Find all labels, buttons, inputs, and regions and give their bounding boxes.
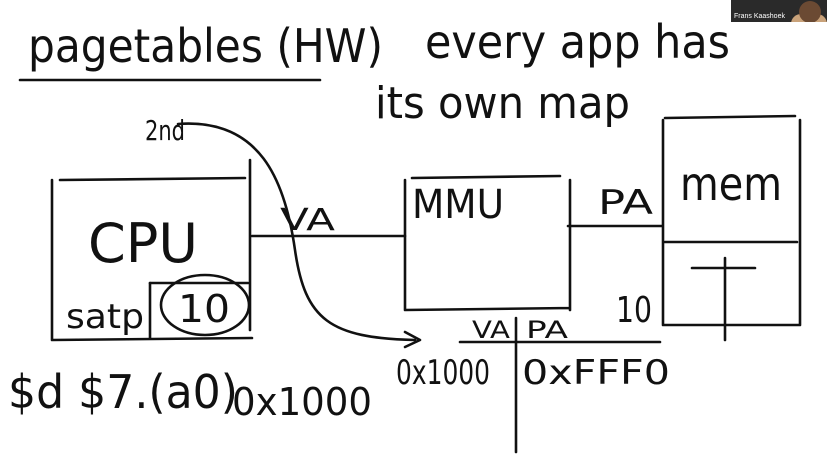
satp-value-circle — [159, 273, 251, 337]
table-header-pa: PA — [526, 316, 569, 344]
satp-label: satp — [66, 297, 144, 337]
note-line-2: its own map — [375, 78, 630, 129]
mmu-box: MMU — [403, 174, 572, 312]
table-cell-pa: 0xFFF0 — [522, 353, 670, 393]
mem-label: mem — [680, 157, 782, 211]
mem-box: mem — [661, 114, 802, 342]
table-header-va: VA — [472, 316, 511, 344]
participant-video-thumbnail[interactable]: Frans Kaashoek — [731, 0, 827, 22]
table-cell-va: 0x1000 — [396, 353, 490, 393]
va-pa-table: VA PA 0x1000 0xFFF0 — [396, 316, 670, 454]
curved-arrow — [176, 122, 422, 349]
title-text: pagetables (HW) — [28, 19, 383, 73]
instruction-offset: 0x1000 — [232, 380, 372, 424]
second-annotation: 2nd — [145, 114, 185, 147]
mem-address: 10 — [616, 290, 652, 331]
pa-label: PA — [598, 183, 653, 223]
note-line-1: every app has — [425, 15, 730, 69]
cpu-label: CPU — [88, 212, 198, 275]
cpu-box: CPU satp 10 — [50, 158, 254, 342]
participant-name: Frans Kaashoek — [734, 13, 785, 20]
mmu-label: MMU — [412, 182, 504, 228]
instruction-text: $d $7.(a0) — [8, 365, 238, 419]
satp-value: 10 — [178, 287, 230, 331]
participant-avatar — [799, 1, 821, 22]
